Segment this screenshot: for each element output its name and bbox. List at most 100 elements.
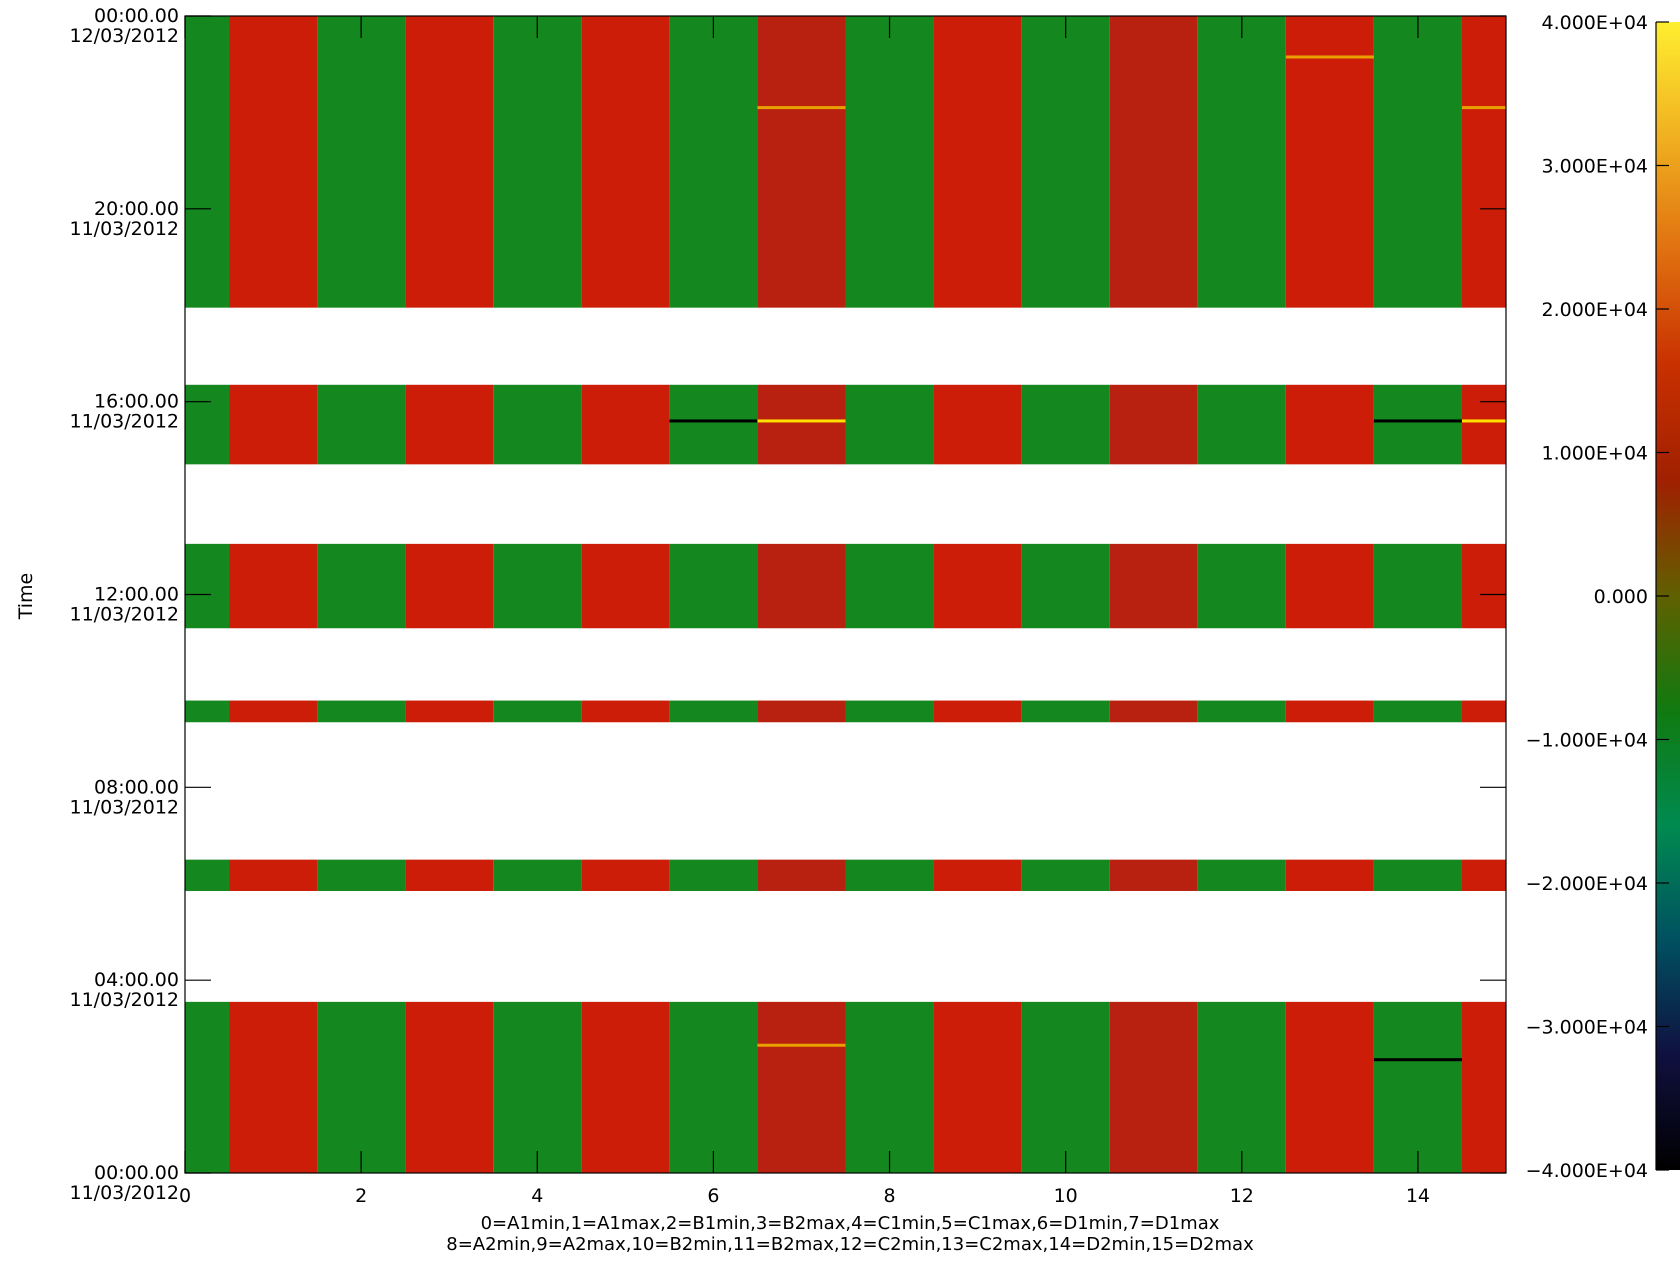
cell-ch10-band2 [1021,700,1110,723]
y-tick-time-label: 16:00.00 [94,391,179,413]
cell-ch6-band1 [669,859,758,891]
highlight-line-8 [1461,106,1506,110]
highlight-line-3 [1461,419,1506,423]
y-tick-time-label: 00:00.00 [94,1162,179,1184]
cell-ch0-band1 [185,859,230,891]
cell-ch14-band5 [1373,16,1462,308]
cell-ch12-band4 [1197,384,1286,465]
colorbar: 4.000E+04 3.000E+04 2.000E+04 1.000E+04 0.00… [1526,12,1680,1182]
y-tick-time-label: 12:00.00 [94,584,179,606]
colorbar-tick-label: 2.000E+04 [1542,299,1649,321]
highlight-line-5 [757,1043,846,1047]
cell-ch1-band1 [229,859,318,891]
x-tick-label: 4 [531,1185,543,1207]
cell-ch3-band4 [405,384,494,465]
y-tick-date-label: 12/03/2012 [69,25,179,47]
cell-ch7-band4 [757,384,846,465]
cell-ch4-band0 [493,1001,582,1173]
x-tick-label: 6 [707,1185,719,1207]
cell-ch12-band5 [1197,16,1286,308]
cell-ch8-band3 [845,543,934,629]
highlight-line-1 [757,419,846,423]
colorbar-tick-label: 3.000E+04 [1542,156,1649,178]
cell-ch4-band4 [493,384,582,465]
cell-ch3-band3 [405,543,494,629]
y-tick-time-label: 00:00.00 [94,5,179,27]
x-axis-label-line-2: 8=A2min,9=A2max,10=B2min,11=B2max,12=C2m… [446,1234,1254,1255]
cell-ch7-band5 [757,16,846,308]
cell-ch6-band2 [669,700,758,723]
x-tick-label: 12 [1230,1185,1254,1207]
cell-ch6-band3 [669,543,758,629]
cell-ch11-band0 [1109,1001,1198,1173]
cell-ch3-band2 [405,700,494,723]
cell-ch9-band4 [933,384,1022,465]
cell-ch9-band0 [933,1001,1022,1173]
y-tick-time-label: 08:00.00 [94,776,179,798]
cell-ch15-band5 [1461,16,1506,308]
cell-ch12-band3 [1197,543,1286,629]
cell-ch13-band2 [1285,700,1374,723]
cell-ch11-band1 [1109,859,1198,891]
colorbar-tick-label: −2.000E+04 [1526,873,1648,895]
y-tick-time-label: 04:00.00 [94,969,179,991]
y-tick-date-label: 11/03/2012 [69,411,179,433]
cell-ch4-band1 [493,859,582,891]
x-tick-label: 10 [1054,1185,1078,1207]
cell-ch3-band5 [405,16,494,308]
axes: 0 2 4 6 8 10 12 1400:00.0012/03/201220:00.0011/… [69,5,1507,1207]
cell-ch15-band0 [1461,1001,1506,1173]
cell-ch10-band0 [1021,1001,1110,1173]
cell-ch9-band3 [933,543,1022,629]
plot-area [185,16,1506,1173]
cell-ch1-band3 [229,543,318,629]
highlight-line-2 [1373,419,1462,423]
x-tick-label: 14 [1406,1185,1430,1207]
cell-ch14-band1 [1373,859,1462,891]
y-tick-time-label: 20:00.00 [94,198,179,220]
cell-ch5-band5 [581,16,670,308]
cell-ch14-band4 [1373,384,1462,465]
highlight-line-4 [1373,1058,1462,1062]
cell-ch2-band5 [317,16,406,308]
highlight-line-6 [1285,55,1374,59]
cell-ch2-band3 [317,543,406,629]
cell-ch15-band1 [1461,859,1506,891]
cell-ch5-band0 [581,1001,670,1173]
cell-ch11-band3 [1109,543,1198,629]
colorbar-tick-label: −1.000E+04 [1526,730,1648,752]
cell-ch11-band4 [1109,384,1198,465]
colorbar-tick-label: 1.000E+04 [1542,443,1649,465]
cell-ch13-band3 [1285,543,1374,629]
cell-ch13-band5 [1285,16,1374,308]
x-tick-label: 2 [355,1185,367,1207]
cell-ch7-band3 [757,543,846,629]
cell-ch15-band4 [1461,384,1506,465]
cell-ch8-band0 [845,1001,934,1173]
cell-ch2-band4 [317,384,406,465]
cell-ch6-band4 [669,384,758,465]
cell-ch14-band0 [1373,1001,1462,1173]
cell-ch13-band1 [1285,859,1374,891]
highlight-line-0 [669,419,758,423]
cell-ch0-band0 [185,1001,230,1173]
cell-ch12-band2 [1197,700,1286,723]
x-tick-label: 8 [883,1185,895,1207]
cell-ch7-band2 [757,700,846,723]
cell-ch15-band3 [1461,543,1506,629]
cell-ch0-band2 [185,700,230,723]
y-tick-date-label: 11/03/2012 [69,604,179,626]
cell-ch11-band5 [1109,16,1198,308]
cell-ch10-band5 [1021,16,1110,308]
y-axis-label: Time [15,573,37,621]
colorbar-tick-label: −4.000E+04 [1526,1160,1648,1182]
cell-ch9-band2 [933,700,1022,723]
cell-ch11-band2 [1109,700,1198,723]
cell-ch1-band2 [229,700,318,723]
cell-ch4-band2 [493,700,582,723]
cell-ch7-band1 [757,859,846,891]
cell-ch1-band5 [229,16,318,308]
cell-ch4-band5 [493,16,582,308]
cell-ch2-band2 [317,700,406,723]
